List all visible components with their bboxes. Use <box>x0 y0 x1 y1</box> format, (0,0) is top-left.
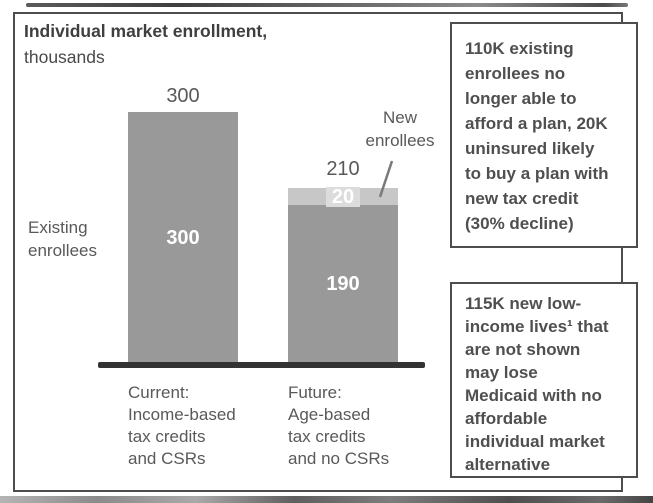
chart-frame <box>13 12 623 492</box>
x-axis-line <box>98 362 425 368</box>
x-label-future: Future: Age-based tax credits and no CSR… <box>288 383 390 468</box>
future-bar: 20 190 <box>288 186 398 364</box>
annotation-box-medicaid: 115K new low- income lives¹ that are not… <box>450 282 638 478</box>
future-bar-existing-segment: 190 <box>288 205 398 364</box>
current-bar: 300 <box>128 112 238 364</box>
future-bar-new-value: 20 <box>325 186 361 207</box>
future-bar-existing-value: 190 <box>326 273 360 295</box>
chart-title-line2: thousands <box>24 47 105 67</box>
future-bar-total-value: 210 <box>326 158 360 180</box>
new-enrollees-callout-label: New enrollees <box>365 108 435 150</box>
future-bar-new-segment: 20 <box>288 186 398 207</box>
chart-title: Individual market enrollment, thousands <box>24 18 267 70</box>
scan-artifact-top-line <box>26 3 628 7</box>
x-label-current: Current: Income-based tax credits and CS… <box>128 383 236 468</box>
chart-title-line1: Individual market enrollment, <box>24 21 268 41</box>
scan-artifact-bottom-band <box>0 496 653 503</box>
current-bar-existing-value: 300 <box>166 226 200 249</box>
annotation-box-decline: 110K existing enrollees no longer able t… <box>450 22 638 248</box>
current-bar-total-value: 300 <box>166 85 200 107</box>
existing-enrollees-label: Existing enrollees <box>28 218 97 260</box>
